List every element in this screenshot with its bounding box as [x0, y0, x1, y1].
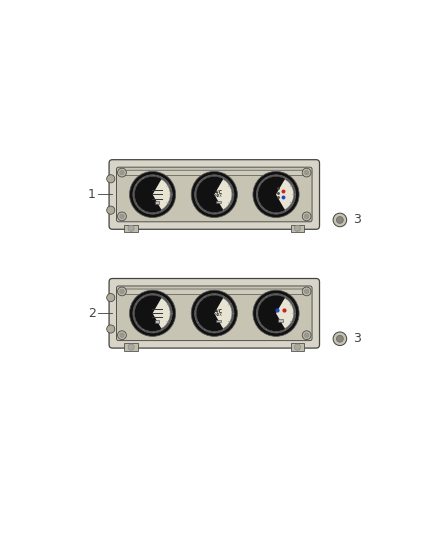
Circle shape: [117, 331, 127, 340]
Circle shape: [304, 289, 309, 294]
Circle shape: [253, 172, 299, 217]
Circle shape: [333, 213, 346, 227]
Bar: [124, 343, 138, 351]
Circle shape: [336, 216, 343, 223]
Circle shape: [256, 294, 296, 333]
Circle shape: [258, 177, 293, 212]
FancyBboxPatch shape: [109, 279, 320, 348]
Bar: [291, 224, 304, 232]
Text: 2: 2: [88, 307, 96, 320]
Wedge shape: [134, 295, 162, 332]
Circle shape: [120, 171, 124, 175]
FancyBboxPatch shape: [117, 286, 312, 341]
Circle shape: [117, 168, 127, 177]
Bar: [216, 320, 221, 322]
Circle shape: [130, 290, 176, 336]
Wedge shape: [196, 176, 223, 213]
Bar: [155, 201, 159, 204]
Wedge shape: [258, 295, 285, 332]
Circle shape: [294, 225, 300, 231]
Circle shape: [107, 175, 115, 183]
Circle shape: [336, 335, 343, 342]
Circle shape: [120, 333, 124, 337]
Text: MAX: MAX: [215, 194, 223, 198]
Text: A/C: A/C: [214, 189, 223, 194]
Circle shape: [194, 175, 234, 214]
Text: 3: 3: [353, 213, 360, 227]
Circle shape: [191, 290, 237, 336]
Circle shape: [107, 294, 115, 302]
Text: A/C: A/C: [214, 308, 223, 313]
Circle shape: [120, 214, 124, 219]
Wedge shape: [258, 176, 285, 213]
Circle shape: [294, 344, 300, 350]
Circle shape: [120, 289, 124, 294]
Bar: [124, 224, 138, 232]
Text: 3: 3: [353, 332, 360, 345]
Circle shape: [304, 214, 309, 219]
Circle shape: [302, 212, 311, 221]
Wedge shape: [196, 295, 223, 332]
Circle shape: [191, 172, 237, 217]
Circle shape: [304, 171, 309, 175]
Circle shape: [194, 294, 234, 333]
Circle shape: [302, 287, 311, 296]
Circle shape: [130, 172, 176, 217]
Circle shape: [302, 331, 311, 340]
FancyBboxPatch shape: [109, 160, 320, 229]
Circle shape: [133, 175, 172, 214]
Circle shape: [256, 175, 296, 214]
Circle shape: [253, 290, 299, 336]
Circle shape: [302, 168, 311, 177]
Circle shape: [135, 177, 170, 212]
Circle shape: [333, 332, 346, 345]
Circle shape: [304, 333, 309, 337]
Circle shape: [128, 344, 134, 350]
Bar: [216, 201, 221, 203]
Text: MAX: MAX: [215, 313, 223, 317]
FancyBboxPatch shape: [120, 170, 309, 176]
Circle shape: [133, 294, 172, 333]
Circle shape: [128, 225, 134, 231]
Circle shape: [258, 296, 293, 331]
Circle shape: [107, 325, 115, 333]
Circle shape: [197, 296, 232, 331]
Bar: [278, 319, 283, 322]
Circle shape: [135, 296, 170, 331]
Text: 1: 1: [88, 188, 96, 201]
Bar: [291, 343, 304, 351]
Circle shape: [117, 212, 127, 221]
FancyBboxPatch shape: [120, 289, 309, 294]
Circle shape: [107, 206, 115, 214]
Bar: [155, 320, 159, 323]
Circle shape: [117, 287, 127, 296]
Wedge shape: [134, 176, 162, 213]
FancyBboxPatch shape: [117, 167, 312, 222]
Circle shape: [197, 177, 232, 212]
